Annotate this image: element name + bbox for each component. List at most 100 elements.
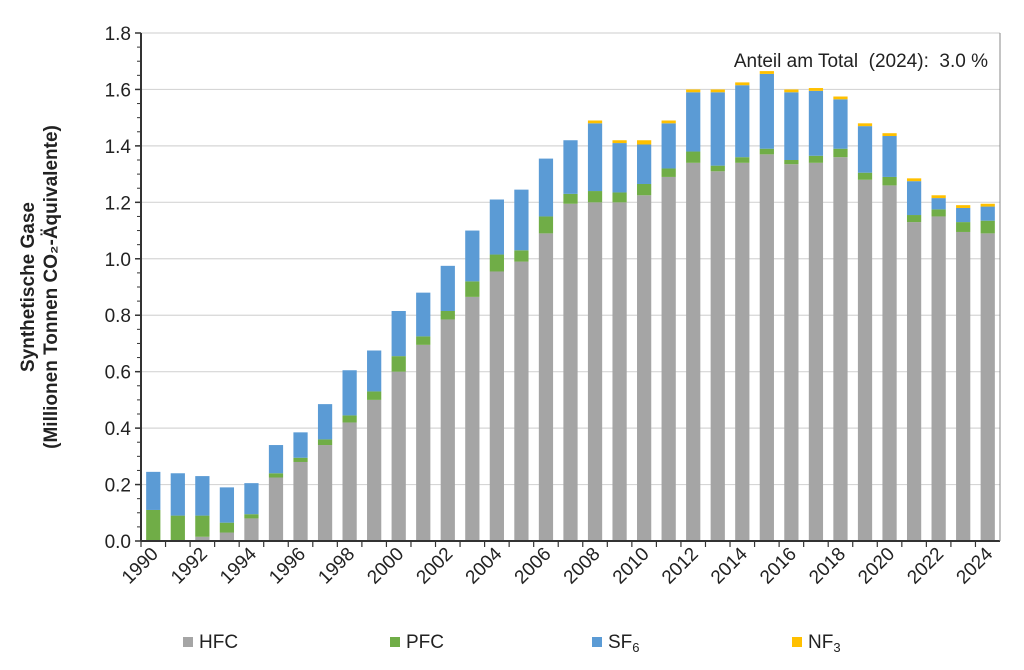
bar-hfc-2004 [489, 271, 504, 541]
legend-swatch-pfc [390, 637, 400, 647]
bar-hfc-1994 [244, 518, 259, 541]
bar-pfc-2013 [710, 165, 725, 172]
bar-nf3-2020 [882, 133, 897, 137]
bar-pfc-2024 [980, 220, 995, 234]
bar-hfc-2003 [465, 296, 480, 541]
legend-swatch-sf6 [592, 637, 602, 647]
annotation-share: Anteil am Total (2024): 3.0 % [734, 51, 988, 72]
bar-hfc-2022 [931, 216, 946, 541]
bar-hfc-1996 [293, 461, 308, 541]
y-tick-label: 1.0 [105, 250, 131, 271]
bar-sf6-2011 [661, 123, 676, 169]
bar-nf3-2014 [735, 82, 750, 86]
bar-hfc-2020 [882, 185, 897, 541]
bar-sf6-2003 [465, 230, 480, 282]
bar-sf6-2010 [637, 144, 652, 184]
x-tick-label: 2000 [363, 544, 408, 589]
legend-label-hfc: HFC [199, 632, 238, 653]
bar-pfc-1995 [268, 473, 284, 478]
bar-nf3-2016 [784, 89, 799, 93]
bar-sf6-2022 [931, 198, 946, 210]
bar-sf6-2018 [833, 99, 848, 149]
bar-sf6-2016 [784, 92, 799, 160]
bar-nf3-2018 [833, 96, 848, 100]
bar-pfc-1999 [367, 391, 382, 400]
bar-sf6-1994 [244, 483, 259, 515]
bar-hfc-1992 [195, 536, 210, 541]
bar-hfc-2014 [735, 162, 750, 542]
bar-hfc-2012 [686, 162, 701, 542]
bar-nf3-2009 [612, 140, 627, 144]
bar-nf3-2010 [637, 140, 652, 145]
bar-sf6-2000 [391, 310, 406, 357]
bar-hfc-2019 [857, 179, 873, 541]
bar-nf3-2008 [587, 120, 603, 124]
bar-pfc-1993 [219, 522, 235, 533]
x-tick-label: 2008 [560, 544, 605, 589]
bar-pfc-1990 [146, 509, 161, 541]
bar-pfc-2011 [661, 168, 676, 177]
bar-pfc-2006 [538, 216, 554, 234]
bar-nf3-2024 [980, 203, 995, 207]
bar-hfc-1995 [268, 477, 284, 541]
bar-pfc-2020 [882, 176, 897, 186]
bar-hfc-2010 [637, 195, 652, 541]
x-tick-label: 1996 [265, 544, 310, 589]
legend-label-sf6: SF6 [608, 632, 640, 655]
legend-swatch-nf3 [792, 637, 802, 647]
bar-nf3-2011 [661, 120, 676, 124]
y-axis-label-line2: (Millionen Tonnen CO₂-Äquivalente) [41, 125, 62, 449]
bar-sf6-1997 [317, 404, 333, 440]
bar-hfc-1998 [342, 422, 357, 541]
bar-nf3-2023 [956, 205, 971, 208]
bar-sf6-1990 [146, 471, 161, 510]
bar-pfc-2004 [489, 254, 504, 272]
bar-sf6-2020 [882, 136, 897, 177]
bar-hfc-2021 [906, 222, 922, 542]
bar-pfc-2021 [906, 215, 922, 223]
bar-pfc-2009 [612, 192, 627, 203]
bar-pfc-2014 [735, 157, 750, 163]
bar-sf6-1993 [219, 487, 235, 523]
bar-nf3-2012 [686, 89, 701, 93]
bar-sf6-2006 [538, 158, 554, 217]
legend-swatch-hfc [183, 637, 193, 647]
bar-pfc-2016 [784, 160, 799, 165]
x-tick-label: 1994 [216, 543, 261, 588]
bar-pfc-2007 [563, 193, 578, 204]
bar-sf6-2009 [612, 143, 627, 193]
bar-hfc-2024 [980, 233, 995, 541]
bar-sf6-2021 [906, 181, 922, 216]
bar-nf3-2022 [931, 195, 946, 199]
bar-pfc-2000 [391, 356, 406, 372]
bar-hfc-2023 [956, 231, 971, 541]
bar-nf3-2017 [808, 88, 824, 91]
y-tick-label: 0.6 [105, 363, 131, 384]
legend-label-nf3: NF3 [808, 632, 841, 655]
bar-pfc-2012 [686, 151, 701, 163]
x-tick-label: 1992 [167, 544, 212, 589]
bar-pfc-2018 [833, 148, 848, 158]
x-tick-label: 1998 [314, 544, 359, 589]
bar-sf6-2012 [686, 92, 701, 152]
bar-sf6-2017 [808, 90, 824, 156]
x-tick-label: 2024 [953, 543, 998, 588]
bar-pfc-2019 [857, 172, 873, 180]
bar-hfc-2001 [416, 344, 431, 541]
bar-hfc-2005 [514, 261, 529, 541]
bar-hfc-2015 [759, 154, 774, 541]
y-tick-label: 1.4 [105, 137, 132, 158]
bar-pfc-2005 [514, 250, 529, 262]
bar-sf6-2004 [489, 199, 504, 255]
bar-hfc-2007 [563, 203, 578, 541]
x-tick-label: 2002 [413, 544, 458, 589]
y-tick-label: 1.8 [105, 24, 131, 45]
bar-sf6-2023 [956, 207, 971, 223]
y-tick-label: 0.4 [105, 419, 132, 440]
bar-sf6-2015 [759, 73, 774, 149]
y-tick-label: 0.2 [105, 476, 131, 497]
bar-hfc-2013 [710, 171, 725, 542]
bar-sf6-1999 [367, 350, 382, 392]
bar-sf6-1998 [342, 370, 357, 416]
